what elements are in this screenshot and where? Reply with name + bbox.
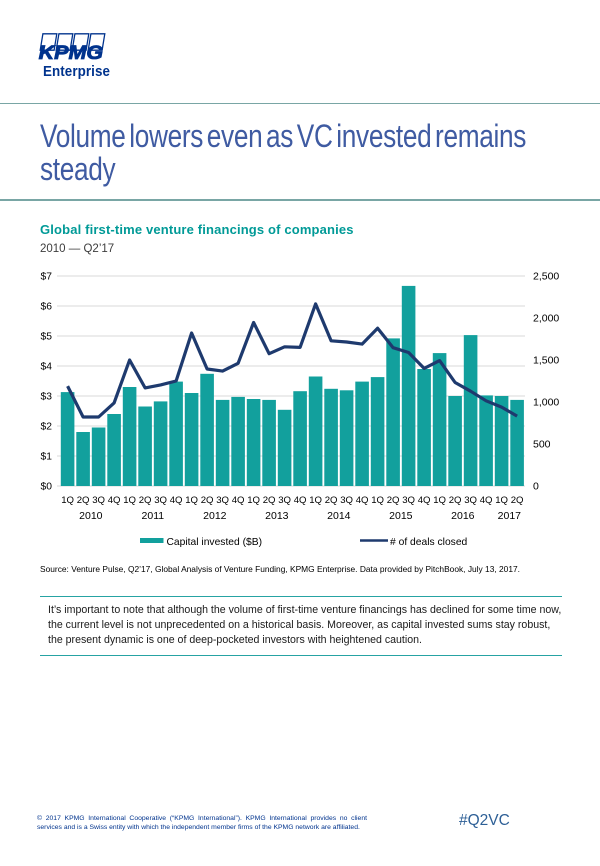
svg-text:KPMG: KPMG — [39, 43, 104, 64]
svg-text:$1: $1 — [41, 452, 53, 463]
svg-text:$2: $2 — [41, 422, 53, 433]
svg-text:2Q: 2Q — [263, 495, 276, 506]
svg-text:2010: 2010 — [79, 510, 103, 522]
svg-text:1Q: 1Q — [309, 495, 322, 506]
svg-text:0: 0 — [533, 481, 539, 493]
svg-text:4Q: 4Q — [108, 495, 121, 506]
svg-text:2Q: 2Q — [511, 495, 524, 506]
svg-text:4Q: 4Q — [294, 495, 307, 506]
svg-text:$4: $4 — [41, 362, 53, 373]
svg-text:3Q: 3Q — [402, 495, 415, 506]
svg-text:2Q: 2Q — [387, 495, 400, 506]
svg-text:2Q: 2Q — [77, 495, 90, 506]
svg-text:3Q: 3Q — [278, 495, 291, 506]
svg-text:3Q: 3Q — [154, 495, 167, 506]
svg-text:2,500: 2,500 — [533, 271, 559, 283]
svg-text:3Q: 3Q — [92, 495, 105, 506]
svg-text:3Q: 3Q — [340, 495, 353, 506]
svg-text:2011: 2011 — [142, 510, 165, 522]
svg-text:1Q: 1Q — [247, 495, 260, 506]
svg-text:2015: 2015 — [389, 510, 413, 522]
svg-text:2014: 2014 — [327, 510, 351, 522]
svg-text:1Q: 1Q — [371, 495, 384, 506]
svg-text:2Q: 2Q — [201, 495, 214, 506]
svg-text:2017: 2017 — [498, 510, 522, 522]
svg-text:1Q: 1Q — [433, 495, 446, 506]
svg-text:500: 500 — [533, 439, 551, 451]
svg-text:2Q: 2Q — [449, 495, 462, 506]
svg-text:2Q: 2Q — [325, 495, 338, 506]
svg-text:1Q: 1Q — [123, 495, 136, 506]
svg-text:1Q: 1Q — [61, 495, 74, 506]
svg-text:1Q: 1Q — [185, 495, 198, 506]
svg-text:Capital invested ($B): Capital invested ($B) — [167, 537, 263, 548]
svg-text:$7: $7 — [41, 272, 53, 283]
svg-text:1Q: 1Q — [495, 495, 508, 506]
svg-text:$6: $6 — [41, 302, 53, 313]
svg-text:4Q: 4Q — [356, 495, 369, 506]
svg-text:2012: 2012 — [203, 510, 227, 522]
svg-text:$5: $5 — [41, 332, 53, 343]
svg-text:$0: $0 — [41, 482, 53, 493]
svg-text:4Q: 4Q — [232, 495, 245, 506]
svg-text:4Q: 4Q — [170, 495, 183, 506]
svg-text:1,500: 1,500 — [533, 355, 559, 367]
svg-text:4Q: 4Q — [418, 495, 431, 506]
svg-text:2016: 2016 — [451, 510, 475, 522]
svg-text:3Q: 3Q — [464, 495, 477, 506]
svg-text:2Q: 2Q — [139, 495, 152, 506]
svg-text:3Q: 3Q — [216, 495, 229, 506]
svg-text:2,000: 2,000 — [533, 313, 559, 325]
svg-text:4Q: 4Q — [480, 495, 493, 506]
svg-text:2013: 2013 — [265, 510, 289, 522]
svg-text:$3: $3 — [41, 392, 53, 403]
svg-text:1,000: 1,000 — [533, 397, 559, 409]
svg-text:# of deals closed: # of deals closed — [390, 537, 468, 548]
